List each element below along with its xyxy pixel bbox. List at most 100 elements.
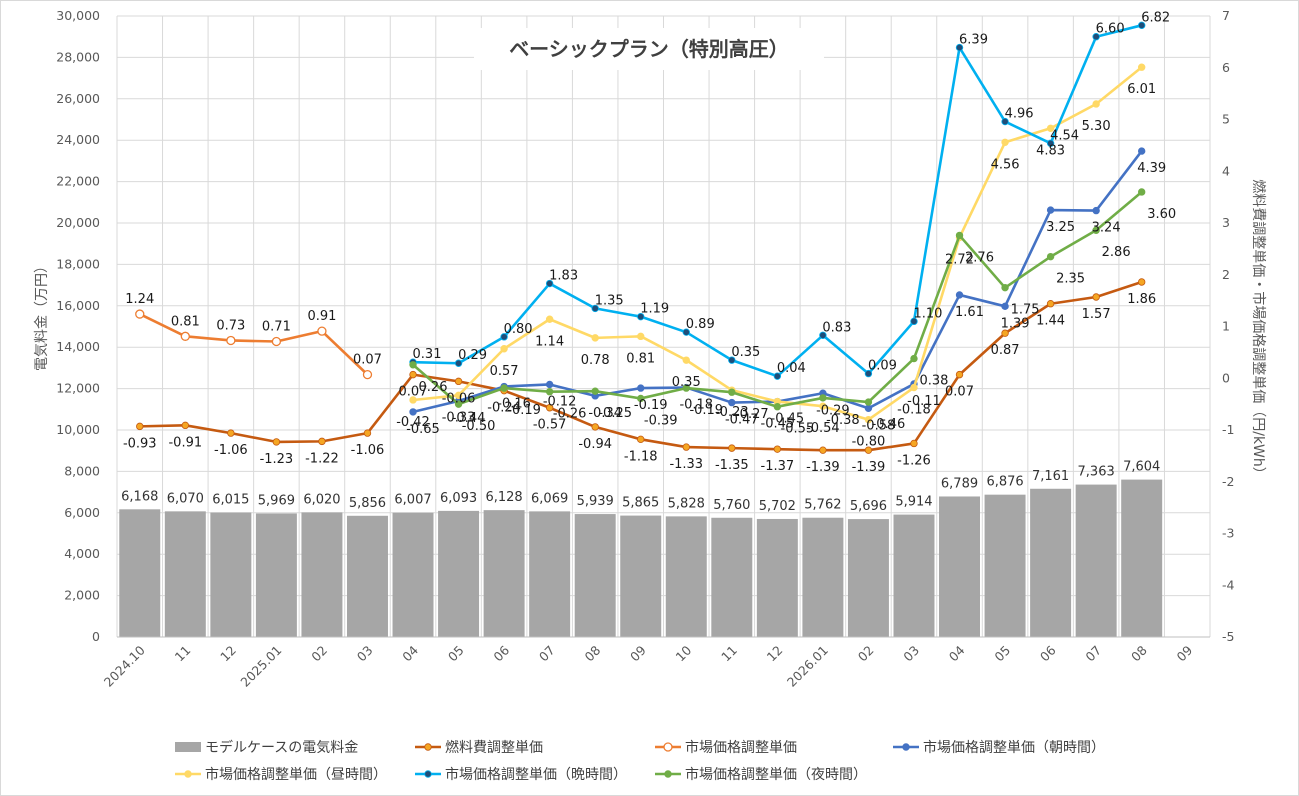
bar-value-label: 6,015	[212, 492, 249, 507]
series-value-label: -0.91	[168, 435, 202, 450]
bar	[301, 512, 343, 637]
right-tick-label: 6	[1222, 60, 1230, 75]
series-point	[955, 43, 964, 52]
series-value-label: 0.07	[399, 385, 428, 400]
series-point	[500, 345, 508, 353]
series-value-label: -0.12	[543, 394, 577, 409]
bar-value-label: 6,876	[986, 475, 1023, 490]
series-point	[1137, 147, 1146, 155]
bar-value-label: 6,069	[531, 491, 568, 506]
right-tick-label: 7	[1222, 8, 1230, 23]
bar-value-label: 6,070	[167, 491, 204, 506]
series-value-label: 0.09	[868, 359, 897, 374]
bar-value-label: 5,828	[668, 496, 705, 511]
series-value-label: 0.57	[490, 364, 519, 379]
left-tick-label: 2,000	[64, 588, 100, 603]
series-value-label: 0.81	[626, 351, 655, 366]
series-value-label: 0.38	[920, 374, 949, 389]
series-point	[637, 394, 645, 403]
bar	[574, 514, 616, 637]
series-value-label: 3.60	[1147, 207, 1176, 222]
series-value-label: -0.58	[862, 418, 896, 433]
series-point	[1137, 63, 1146, 71]
series-point	[728, 398, 736, 407]
legend-marker	[424, 743, 432, 751]
series-value-label: -0.26	[553, 407, 587, 422]
bar	[802, 517, 844, 637]
legend-label: 市場価格調整単価	[685, 739, 797, 756]
series-value-label: -0.33	[442, 410, 476, 425]
left-tick-label: 20,000	[56, 215, 100, 230]
bar	[711, 517, 753, 637]
series-point	[135, 309, 145, 319]
series-point	[409, 361, 417, 369]
series-point	[955, 370, 964, 379]
series-value-label: 6.82	[1141, 10, 1170, 25]
series-value-label: 5.30	[1082, 119, 1111, 134]
legend: モデルケースの電気料金 燃料費調整単価 市場価格調整単価 市場価格調整単価（朝時間） 市…	[175, 739, 1105, 783]
bar	[529, 511, 571, 637]
bar-value-label: 6,093	[440, 491, 477, 506]
series-point	[227, 429, 235, 437]
series-point	[363, 429, 372, 437]
bar-value-label: 5,762	[804, 498, 841, 513]
series-value-label: -1.39	[852, 460, 886, 475]
series-value-label: 6.01	[1127, 82, 1156, 97]
bar-value-label: 6,128	[485, 490, 522, 505]
left-tick-label: 0	[92, 629, 100, 644]
bar-value-label: 5,969	[258, 493, 295, 508]
series-value-label: -0.57	[533, 418, 567, 433]
left-tick-label: 4,000	[64, 546, 100, 561]
left-tick-label: 26,000	[56, 91, 100, 106]
series-value-label: 0.26	[419, 380, 448, 395]
series-value-label: -0.65	[406, 422, 440, 437]
series-point	[1137, 188, 1146, 196]
series-point	[454, 359, 463, 367]
bar-value-label: 5,696	[850, 499, 887, 514]
series-value-label: -0.24	[487, 401, 521, 416]
bar	[847, 519, 889, 637]
series-value-label: -0.55	[781, 422, 815, 437]
left-tick-label: 10,000	[56, 422, 100, 437]
series-point	[545, 388, 554, 396]
series-value-label: -1.06	[351, 443, 385, 458]
bar-value-label: 5,760	[713, 498, 750, 513]
series-value-label: 1.24	[125, 292, 154, 307]
series-point	[500, 333, 508, 341]
right-axis-title: 燃料費調整単価・市場価格調整単価（円/kWh）	[1250, 179, 1267, 481]
right-tick-label: 2	[1222, 267, 1230, 282]
legend-label: 市場価格調整単価（朝時間）	[923, 739, 1105, 756]
series-point	[864, 404, 873, 412]
series-point	[409, 370, 417, 379]
series-point	[1092, 293, 1100, 301]
series-value-label: -0.45	[771, 412, 805, 427]
bar	[119, 509, 161, 637]
legend-marker	[664, 770, 672, 778]
bar-value-label: 5,939	[577, 494, 614, 509]
series-value-label: -0.19	[507, 403, 541, 418]
series-value-label: 4.56	[991, 157, 1020, 172]
right-tick-label: -5	[1222, 629, 1234, 644]
series-value-label: 1.19	[640, 302, 669, 317]
series-point	[591, 387, 599, 395]
legend-label: 燃料費調整単価	[445, 739, 543, 756]
series-value-label: -0.29	[816, 403, 850, 418]
series-value-label: 2.35	[1056, 272, 1085, 287]
series-value-label: -0.19	[689, 403, 723, 418]
series-value-label: 0.73	[216, 318, 245, 333]
series-point	[728, 444, 736, 452]
series-value-label: 1.83	[549, 269, 578, 284]
series-point	[1092, 226, 1100, 234]
series-point	[545, 380, 554, 389]
series-point	[1137, 21, 1146, 30]
series-point	[1001, 302, 1009, 311]
bar-value-label: 6,020	[303, 492, 340, 507]
series-point	[181, 421, 190, 430]
series-value-label: -1.35	[715, 458, 749, 473]
series-value-label: 0.80	[504, 322, 533, 337]
series-point	[545, 404, 554, 412]
series-value-label: -0.11	[907, 394, 941, 409]
series-value-label: 0.04	[777, 361, 806, 376]
bar	[984, 494, 1026, 637]
